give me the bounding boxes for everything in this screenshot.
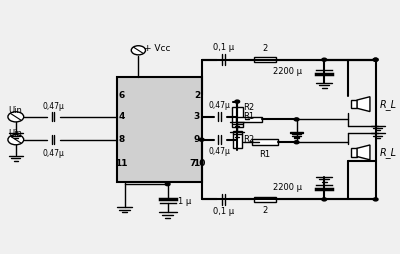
Bar	[233, 131, 242, 148]
Circle shape	[199, 138, 204, 141]
Circle shape	[373, 58, 378, 61]
Text: 2200 μ: 2200 μ	[274, 183, 302, 192]
Bar	[117, 77, 202, 182]
Circle shape	[294, 118, 299, 121]
Text: 8: 8	[118, 135, 124, 144]
Text: R_L: R_L	[380, 147, 396, 158]
Bar	[236, 117, 262, 122]
Circle shape	[373, 58, 378, 61]
Circle shape	[131, 46, 146, 55]
Text: R2: R2	[244, 103, 255, 112]
Text: 2200 μ: 2200 μ	[274, 67, 302, 76]
Text: 2: 2	[262, 44, 268, 53]
Bar	[254, 197, 276, 202]
Polygon shape	[357, 97, 370, 112]
Text: 4: 4	[118, 112, 124, 121]
Text: 1 μ: 1 μ	[178, 197, 191, 206]
Circle shape	[8, 135, 24, 145]
Circle shape	[373, 198, 378, 201]
Bar	[252, 139, 278, 145]
Circle shape	[165, 183, 170, 186]
Bar	[351, 148, 357, 156]
Text: 9: 9	[194, 135, 200, 144]
Text: 0,47μ: 0,47μ	[42, 102, 64, 111]
Text: R1: R1	[259, 150, 270, 159]
Text: + Vcc: + Vcc	[144, 44, 171, 53]
Text: R1: R1	[243, 112, 254, 121]
Text: Uin: Uin	[8, 106, 22, 115]
Text: 3: 3	[194, 112, 200, 121]
Circle shape	[322, 198, 327, 201]
Text: 6: 6	[118, 91, 124, 100]
Circle shape	[235, 100, 240, 103]
Circle shape	[8, 112, 24, 122]
Polygon shape	[357, 145, 370, 160]
Bar	[254, 57, 276, 62]
Circle shape	[322, 58, 327, 61]
Text: 2: 2	[194, 91, 200, 100]
Bar	[232, 107, 243, 127]
Text: 7: 7	[190, 159, 196, 168]
Text: 0,47μ: 0,47μ	[208, 102, 230, 110]
Text: R_L: R_L	[380, 99, 396, 109]
Text: 2: 2	[262, 206, 268, 215]
Text: 0,1 μ: 0,1 μ	[213, 43, 234, 52]
Text: R2: R2	[243, 135, 254, 144]
Bar	[351, 100, 357, 108]
Circle shape	[294, 141, 299, 144]
Text: 0,1 μ: 0,1 μ	[213, 207, 234, 216]
Text: 11: 11	[115, 159, 128, 168]
Text: 0,47μ: 0,47μ	[42, 149, 64, 157]
Text: 10: 10	[193, 159, 206, 168]
Text: Uin: Uin	[8, 129, 22, 138]
Text: 0,47μ: 0,47μ	[208, 147, 230, 156]
